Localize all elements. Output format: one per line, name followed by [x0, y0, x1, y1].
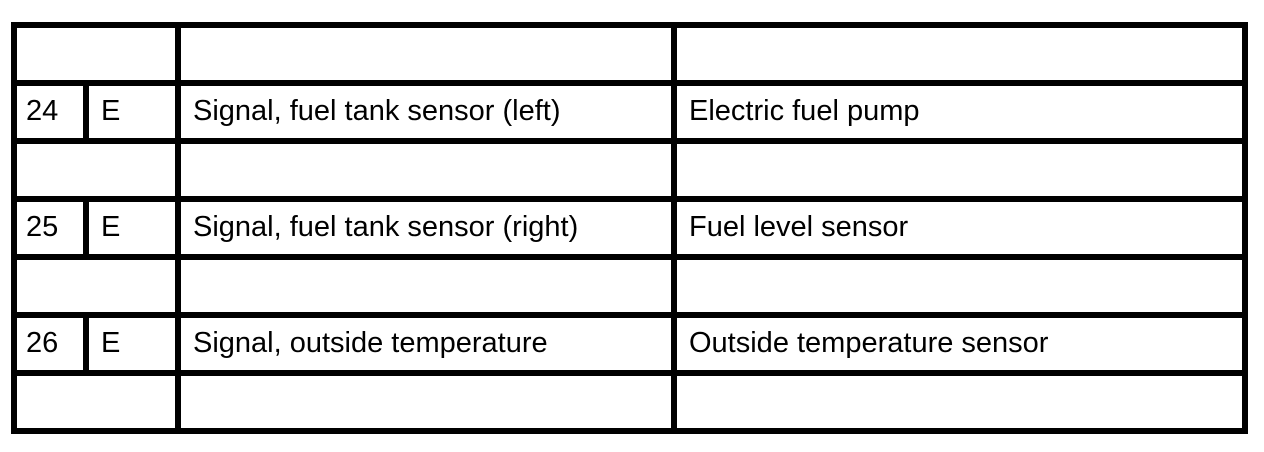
pin-cell: 26 [11, 312, 89, 376]
signal-cell: Signal, fuel tank sensor (left) [175, 80, 677, 144]
component-spacer-cell [671, 254, 1248, 318]
component-cell: Fuel level sensor [671, 196, 1248, 260]
component-spacer-cell [671, 138, 1248, 202]
pin-cell: 24 [11, 80, 89, 144]
component-spacer-cell [671, 22, 1248, 86]
table-spacer-row [11, 22, 1248, 86]
signal-cell: Signal, fuel tank sensor (right) [175, 196, 677, 260]
connector-cell: E [83, 196, 181, 260]
component-cell: Outside temperature sensor [671, 312, 1248, 376]
table-spacer-row [11, 370, 1248, 434]
connector-cell: E [83, 80, 181, 144]
table-spacer-row [11, 254, 1248, 318]
table-row: 25 E Signal, fuel tank sensor (right) Fu… [11, 196, 1248, 260]
pin-connector-spacer-cell [11, 254, 181, 318]
signal-cell: Signal, outside temperature [175, 312, 677, 376]
table-row: 26 E Signal, outside temperature Outside… [11, 312, 1248, 376]
table-row: 24 E Signal, fuel tank sensor (left) Ele… [11, 80, 1248, 144]
signal-spacer-cell [175, 22, 677, 86]
component-spacer-cell [671, 370, 1248, 434]
connector-cell: E [83, 312, 181, 376]
signal-spacer-cell [175, 138, 677, 202]
pin-connector-spacer-cell [11, 370, 181, 434]
pin-connector-spacer-cell [11, 138, 181, 202]
signal-spacer-cell [175, 370, 677, 434]
pin-cell: 25 [11, 196, 89, 260]
pin-assignment-table: 24 E Signal, fuel tank sensor (left) Ele… [11, 22, 1248, 434]
signal-spacer-cell [175, 254, 677, 318]
pin-connector-spacer-cell [11, 22, 181, 86]
table-spacer-row [11, 138, 1248, 202]
component-cell: Electric fuel pump [671, 80, 1248, 144]
